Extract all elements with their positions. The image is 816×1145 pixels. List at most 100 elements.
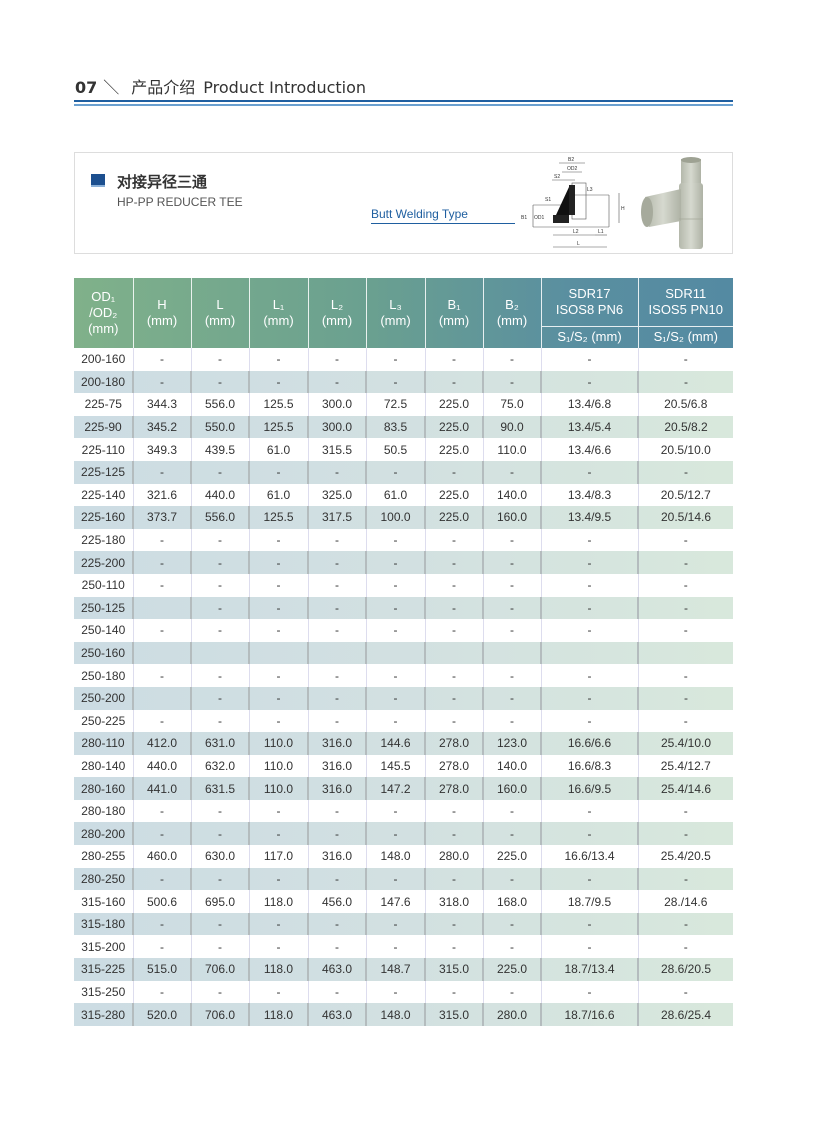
- cell-sdr17: -: [540, 460, 638, 484]
- cell-h: -: [132, 709, 191, 733]
- cell-od: 280-255: [81, 849, 126, 864]
- cell-sdr17: -: [540, 867, 638, 891]
- cell-l2: -: [307, 573, 366, 597]
- cell-b2: -: [482, 799, 541, 823]
- cell-sdr11: -: [637, 935, 733, 959]
- cell-sdr11: 20.5/8.2: [637, 415, 733, 439]
- cell-h: -: [132, 460, 191, 484]
- cell-h: 441.0: [132, 777, 191, 800]
- cell-b1: -: [424, 912, 483, 936]
- cell-od: 250-110: [81, 578, 125, 593]
- cell-l1: -: [248, 935, 308, 959]
- cell-l3: -: [365, 551, 425, 574]
- cell-l3: -: [365, 573, 425, 597]
- cell-h: 412.0: [132, 732, 191, 755]
- cell-l1: -: [248, 348, 308, 371]
- cell-l2: -: [307, 370, 366, 394]
- cell-l: -: [190, 619, 249, 642]
- cell-sdr17: 13.4/9.5: [540, 506, 638, 529]
- cell-l3: 83.5: [365, 415, 425, 439]
- table-row: 225-160 373.7 556.0 125.5 317.5 100.0 225.0 160…: [74, 506, 733, 529]
- cell-l1: -: [248, 709, 308, 733]
- cell-l3: 61.0: [365, 483, 425, 507]
- cell-b2: 110.0: [482, 438, 541, 461]
- cell-l2: -: [307, 935, 366, 959]
- header-l2-line1: L₂: [330, 297, 344, 312]
- table-row: 315-225 515.0 706.0 118.0 463.0 148.7 315.0 225…: [74, 958, 733, 981]
- cell-l2: -: [307, 596, 366, 620]
- cell-l1: 125.5: [248, 415, 308, 439]
- cell-b2: 225.0: [482, 958, 541, 981]
- cell-b2: -: [482, 596, 541, 620]
- cell-sdr11: -: [637, 664, 733, 687]
- cell-sdr17: -: [540, 370, 638, 394]
- cell-b2: -: [482, 912, 541, 936]
- cell-h: 373.7: [132, 506, 191, 529]
- cell-l1: 110.0: [248, 732, 308, 755]
- cell-l2: -: [307, 912, 366, 936]
- header-b2-line1: B₂: [505, 297, 519, 312]
- table-row: 280-140 440.0 632.0 110.0 316.0 145.5 278.0 140…: [74, 754, 733, 778]
- cell-sdr17: -: [540, 912, 638, 936]
- section-title-cn: 产品介绍: [131, 78, 196, 97]
- header-l3-line1: L₃: [389, 297, 402, 312]
- cell-l3: 72.5: [365, 393, 425, 416]
- cell-sdr17: 18.7/16.6: [540, 1003, 638, 1026]
- cell-sdr17: -: [540, 709, 638, 733]
- cell-sdr11: -: [637, 709, 733, 733]
- table-row: 200-160- - - - - - - - -: [74, 348, 733, 371]
- cell-l: -: [190, 664, 249, 687]
- cell-l1: 117.0: [248, 845, 308, 868]
- cell-b1: 225.0: [424, 438, 483, 461]
- header-b2-unit: (mm): [496, 313, 528, 328]
- cell-b2: -: [482, 573, 541, 597]
- cell-od: 250-160: [80, 646, 126, 661]
- cell-l: -: [190, 980, 249, 1004]
- cell-l: -: [190, 528, 249, 552]
- cell-l2: 316.0: [307, 845, 366, 868]
- table-row: 280-160 441.0 631.5 110.0 316.0 147.2 278.0 160…: [74, 777, 733, 800]
- cell-l: 630.0: [190, 845, 249, 868]
- cell-b2: 160.0: [482, 777, 541, 800]
- cell-b2: 90.0: [482, 415, 541, 439]
- cell-l: -: [190, 935, 249, 959]
- cell-sdr11: 28.6/25.4: [637, 1003, 733, 1026]
- header-sdr17-line1: SDR17: [568, 285, 611, 301]
- cell-h: -: [132, 619, 191, 642]
- cell-od: 225-140: [81, 487, 126, 502]
- cell-sdr11: -: [637, 348, 733, 371]
- cell-b1: 278.0: [424, 732, 483, 755]
- cell-b1: 278.0: [424, 777, 483, 800]
- cell-l: -: [190, 551, 249, 574]
- cell-l3: 148.0: [365, 845, 425, 868]
- cell-sdr11: -: [637, 912, 733, 936]
- cell-l3: 145.5: [365, 754, 425, 778]
- cell-sdr17: -: [540, 664, 638, 687]
- cell-l: -: [190, 799, 249, 823]
- cell-b2: -: [482, 528, 541, 552]
- header-l-line1: L: [216, 297, 224, 312]
- table-row: 250-125- - - - - - - -: [74, 596, 733, 620]
- cell-b2: -: [482, 348, 541, 371]
- cell-b2: -: [482, 460, 541, 484]
- cell-sdr11: -: [637, 822, 733, 846]
- section-title-en: Product Introduction: [203, 78, 367, 97]
- cell-h: -: [132, 370, 191, 394]
- table-row: 315-180- - - - - - - - -: [74, 912, 733, 936]
- cell-b2: -: [482, 686, 541, 710]
- cell-b1: -: [424, 370, 483, 394]
- table-row: 225-125- - - - - - - - -: [74, 460, 733, 484]
- cell-b1: 225.0: [424, 415, 483, 439]
- header-rule-light: [74, 104, 733, 106]
- cell-b1: 225.0: [424, 506, 483, 529]
- cell-l2: 463.0: [307, 1003, 366, 1026]
- cell-sdr17: -: [540, 686, 638, 710]
- cell-od: 250-140: [81, 623, 126, 638]
- cell-l: -: [190, 822, 249, 846]
- cell-sdr17: 18.7/9.5: [540, 890, 638, 913]
- cell-sdr11: 25.4/20.5: [637, 845, 733, 868]
- cell-l: -: [190, 573, 249, 597]
- cell-h: -: [132, 528, 191, 552]
- tee-dimension-diagram: B2 OD2 S2 L3 H S1 B1 OD1 L2 L1 L: [521, 157, 625, 248]
- cell-b1: [424, 641, 483, 665]
